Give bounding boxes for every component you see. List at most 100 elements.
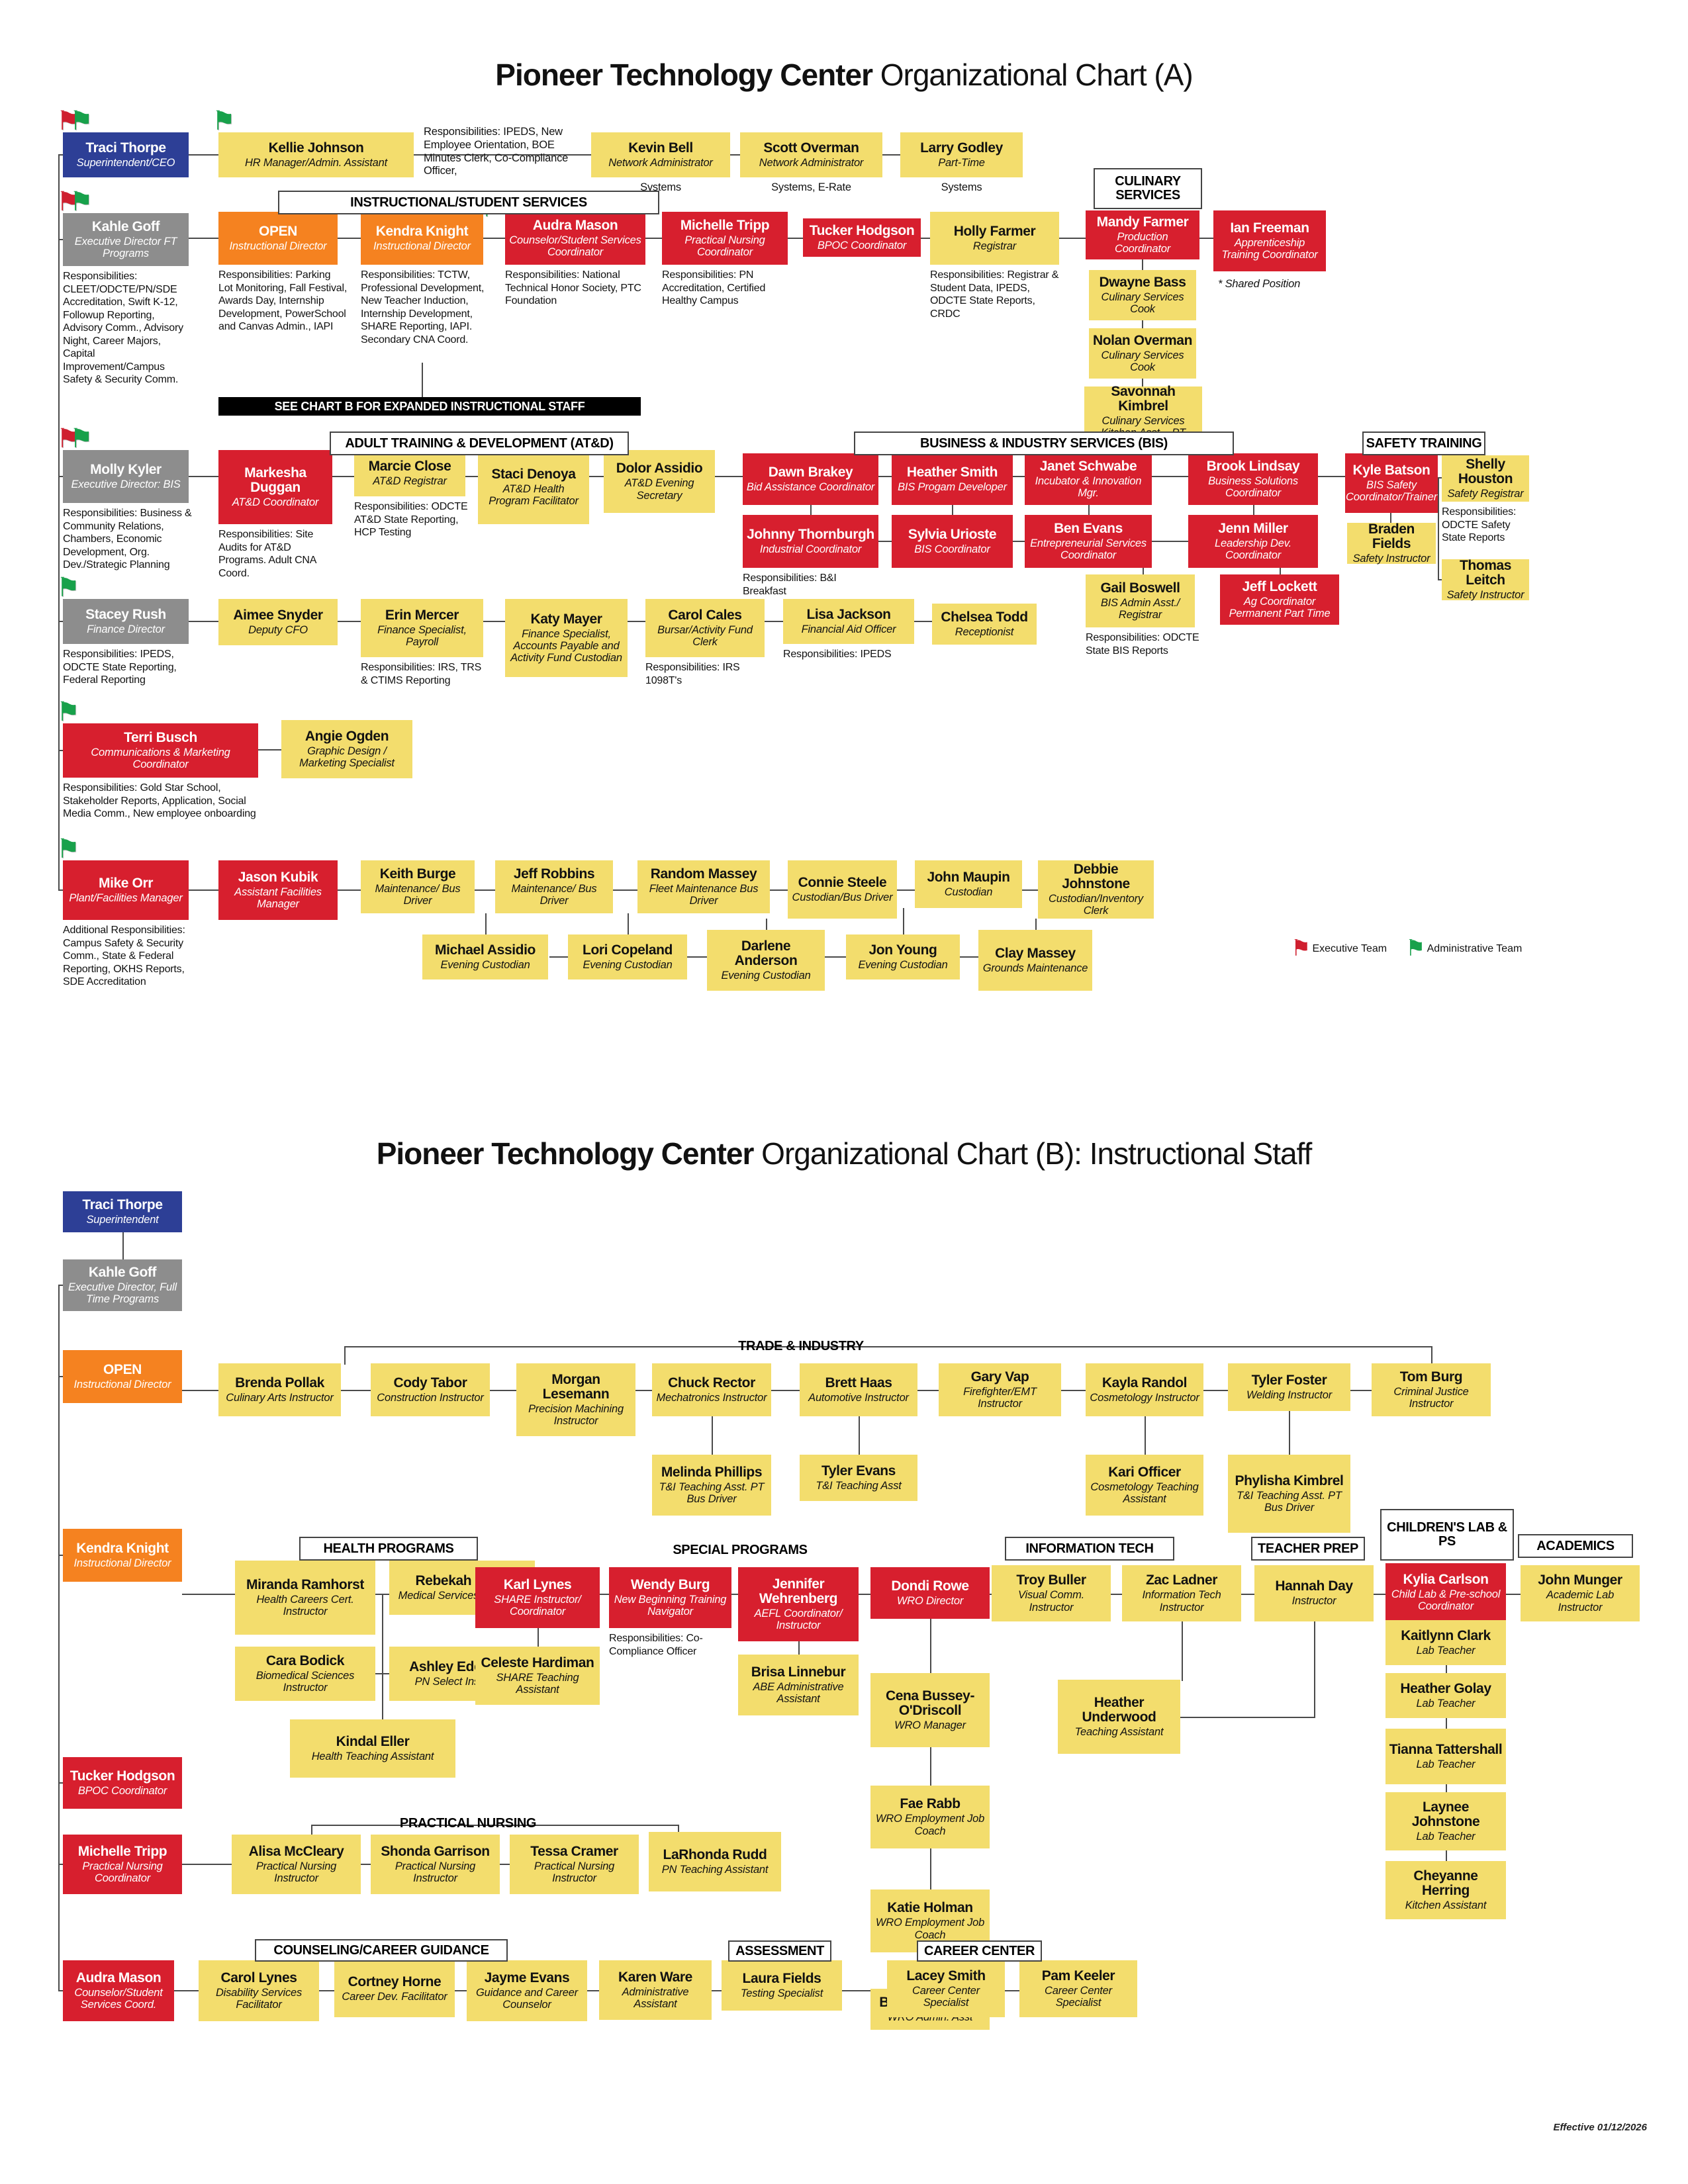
- chart-a-title: Pioneer Technology Center Organizational…: [0, 57, 1688, 93]
- connector-line: [485, 913, 487, 936]
- person-name: Brenda Pollak: [235, 1375, 324, 1390]
- org-box-gary: Gary Vap Firefighter/EMT Instructor: [939, 1363, 1061, 1416]
- person-name: Chelsea Todd: [941, 609, 1028, 625]
- person-name: OPEN: [103, 1361, 142, 1377]
- org-box-tyler-evans: Tyler Evans T&I Teaching Asst: [800, 1455, 917, 1501]
- person-title: Cosmetology Instructor: [1090, 1391, 1199, 1404]
- section-header-counseling-career-guidance: COUNSELING/CAREER GUIDANCE: [255, 1939, 508, 1962]
- text-label-responsibilities-ipeds-new-emp: Responsibilities: IPEDS, New Employee Or…: [424, 126, 569, 177]
- org-box-janet: Janet Schwabe Incubator & Innovation Mgr.: [1025, 453, 1152, 505]
- red-flag-icon: ⚑: [56, 424, 80, 453]
- person-name: Miranda Ramhorst: [246, 1576, 364, 1592]
- person-name: Gail Boswell: [1100, 580, 1180, 596]
- connector-line: [58, 1285, 64, 1286]
- effective-date: Effective 01/12/2026: [1553, 2122, 1648, 2133]
- person-title: Biomedical Sciences Instructor: [256, 1669, 355, 1694]
- section-header-adult-training-development-at-d: ADULT TRAINING & DEVELOPMENT (AT&D): [330, 432, 629, 455]
- org-box-terri: ⚑ Terri Busch Communications & Marketing C…: [56, 699, 258, 778]
- org-box-shonda: Shonda Garrison Practical Nursing Instruc…: [371, 1835, 500, 1894]
- org-box-shelly: Shelly Houston Safety Registrar: [1442, 455, 1529, 502]
- person-name: Shonda Garrison: [381, 1843, 490, 1859]
- connector-line: [903, 908, 904, 936]
- org-box-hannah: Hannah Day Instructor: [1254, 1565, 1374, 1621]
- person-name: Kahle Goff: [88, 1264, 157, 1280]
- person-name: Tucker Hodgson: [70, 1768, 175, 1784]
- connector-line: [189, 154, 902, 156]
- connector-line: [58, 154, 64, 156]
- person-title: Instructional Director: [229, 240, 327, 252]
- section-header-instructional-student-services: INSTRUCTIONAL/STUDENT SERVICES: [278, 191, 659, 214]
- see-chart-b-banner: SEE CHART B FOR EXPANDED INSTRUCTIONAL S…: [218, 397, 641, 416]
- connector-line: [1438, 579, 1443, 580]
- person-title: Career Center Specialist: [1045, 1984, 1112, 2009]
- person-title: Academic Lab Instructor: [1546, 1589, 1615, 1614]
- responsibilities-note-mike: Additional Responsibilities: Campus Safe…: [63, 925, 185, 988]
- green-flag-icon: ⚑: [212, 107, 236, 136]
- person-title: Visual Comm. Instructor: [1018, 1589, 1084, 1614]
- person-name: Brett Haas: [825, 1375, 892, 1390]
- org-box-kayla: Kayla Randol Cosmetology Instructor: [1086, 1363, 1203, 1416]
- person-title: Lab Teacher: [1416, 1644, 1476, 1657]
- person-name: Katy Mayer: [530, 611, 602, 627]
- person-title: Network Administrator: [608, 156, 713, 169]
- connector-line: [766, 919, 767, 931]
- person-name: Pam Keeler: [1041, 1968, 1115, 1983]
- org-box-darlene: Darlene Anderson Evening Custodian: [707, 930, 825, 991]
- person-title: SHARE Instructor/ Coordinator: [494, 1593, 581, 1618]
- org-box-jayme: Jayme Evans Guidance and Career Counselor: [467, 1960, 587, 2021]
- person-title: Career Dev. Facilitator: [342, 1990, 447, 2003]
- section-header-academics: ACADEMICS: [1518, 1534, 1633, 1558]
- org-box-kevin: Kevin Bell Network Administrator: [591, 132, 730, 177]
- person-title: Health Careers Cert. Instructor: [256, 1593, 354, 1618]
- person-name: Kyle Batson: [1352, 462, 1430, 478]
- connector-line: [173, 1990, 1021, 1991]
- org-box-fae: Fae Rabb WRO Employment Job Coach: [870, 1786, 990, 1848]
- org-box-chuck: Chuck Rector Mechatronics Instructor: [652, 1363, 771, 1416]
- org-box-zac: Zac Ladner Information Tech Instructor: [1122, 1565, 1241, 1621]
- person-name: Kahle Goff: [91, 218, 160, 234]
- person-name: Aimee Snyder: [233, 607, 323, 623]
- person-title: Practical Nursing Instructor: [534, 1860, 615, 1885]
- person-title: Safety Instructor: [1352, 552, 1430, 565]
- org-box-michelle-a: Michelle Tripp Practical Nursing Coordina…: [662, 212, 788, 265]
- org-box-brisa: Brisa Linnebur ABE Administrative Assista…: [738, 1655, 859, 1715]
- person-title: WRO Employment Job Coach: [875, 1917, 985, 1941]
- person-title: Instructional Director: [73, 1557, 171, 1569]
- chart-a-title-rest: Organizational Chart (A): [872, 58, 1194, 92]
- person-name: Molly Kyler: [90, 461, 162, 477]
- connector-line: [1088, 505, 1090, 516]
- person-name: Dawn Brakey: [768, 464, 853, 480]
- responsibilities-note-markesha: Responsibilities: Site Audits for AT&D P…: [218, 529, 316, 579]
- red-flag-icon: ⚑: [1291, 936, 1311, 961]
- person-name: Jeff Lockett: [1242, 578, 1317, 594]
- person-name: Tyler Evans: [821, 1463, 896, 1479]
- connector-line: [628, 913, 629, 936]
- person-name: Johnny Thornburgh: [747, 526, 874, 542]
- person-title: Evening Custodian: [583, 958, 673, 971]
- org-box-braden: Braden Fields Safety Instructor: [1347, 522, 1436, 565]
- org-box-aimee: Aimee Snyder Deputy CFO: [218, 599, 338, 645]
- org-box-traci-a: ⚑⚑ Traci Thorpe Superintendent/CEO: [56, 108, 189, 177]
- person-name: Kendra Knight: [375, 223, 469, 239]
- responsibilities-note-audra-a: Responsibilities: National Technical Hon…: [505, 269, 641, 307]
- connector-line: [58, 239, 64, 240]
- connector-line: [1280, 568, 1281, 576]
- responsibilities-note-gail: Responsibilities: ODCTE State BIS Report…: [1086, 632, 1199, 657]
- person-name: Cara Bodick: [265, 1653, 345, 1668]
- person-name: Cortney Horne: [348, 1974, 442, 1989]
- person-title: Plant/Facilities Manager: [69, 891, 183, 904]
- person-title: Evening Custodian: [858, 958, 948, 971]
- connector-line: [58, 889, 64, 891]
- section-header-culinary-services: CULINARY SERVICES: [1094, 168, 1202, 209]
- org-box-molly: ⚑⚑ Molly Kyler Executive Director: BIS: [56, 426, 189, 503]
- section-header-special-programs: SPECIAL PROGRAMS: [673, 1542, 808, 1557]
- person-name: Troy Buller: [1016, 1572, 1086, 1588]
- section-header-children-s-lab-ps: CHILDREN'S LAB & PS: [1380, 1509, 1514, 1561]
- org-box-traci-b: Traci Thorpe Superintendent: [63, 1191, 182, 1232]
- person-title: T&I Teaching Asst. PT Bus Driver: [659, 1480, 765, 1506]
- person-title: Evening Custodian: [721, 969, 811, 981]
- person-title: Assistant Facilities Manager: [234, 886, 322, 911]
- org-box-pam: Pam Keeler Career Center Specialist: [1019, 1960, 1137, 2017]
- person-title: Safety Instructor: [1446, 588, 1524, 601]
